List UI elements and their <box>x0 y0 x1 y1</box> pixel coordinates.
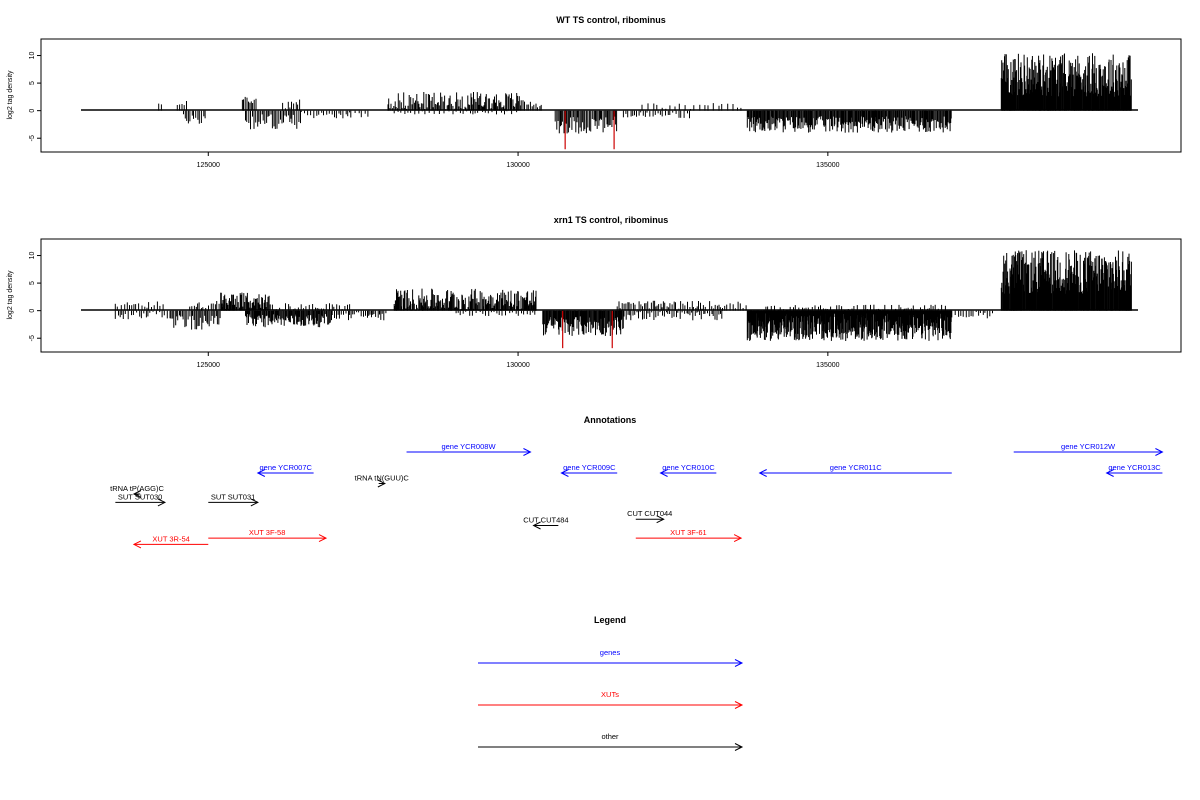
feature-trna-tp-agg-c: tRNA tP(AGG)C <box>110 484 164 498</box>
legend-entries: genes XUTs other <box>478 648 744 751</box>
y-axis: -5 0 5 10 <box>29 52 41 141</box>
y-tick-label: 10 <box>29 252 36 260</box>
feature-label: XUT 3F-58 <box>249 528 286 537</box>
legend-arrowhead <box>734 701 744 709</box>
feature-label: gene YCR013C <box>1108 463 1161 472</box>
feature-arrowhead <box>523 448 532 456</box>
y-tick-label: 10 <box>29 52 36 60</box>
feature-arrowhead <box>1155 448 1164 456</box>
x-tick-label: 130000 <box>506 362 529 369</box>
feature-gene-ycr012w: gene YCR012W <box>1013 442 1164 456</box>
legend-label: XUTs <box>601 690 619 699</box>
feature-arrowhead <box>250 498 259 507</box>
feature-arrowhead <box>256 469 266 477</box>
y-tick-label: -5 <box>29 135 36 141</box>
x-tick-label: 125000 <box>197 362 220 369</box>
feature-gene-ycr011c: gene YCR011C <box>758 463 952 477</box>
panel-xrn1: xrn1 TS control, ribominus log2 tag dens… <box>7 215 1182 369</box>
feature-gene-ycr008w: gene YCR008W <box>406 442 532 456</box>
feature-cut-cut484: CUT CUT484 <box>523 516 569 530</box>
feature-arrowhead <box>1105 469 1114 477</box>
y-tick-label: -5 <box>29 335 36 341</box>
y-axis-label: log2 tag density <box>7 270 14 320</box>
red-markers <box>562 310 613 349</box>
feature-label: tRNA tP(AGG)C <box>110 484 164 493</box>
legend-label: other <box>601 732 619 741</box>
feature-arrowhead <box>560 469 569 477</box>
coverage-bars <box>158 53 1132 134</box>
feature-label: gene YCR009C <box>563 463 616 472</box>
annotation-features: gene YCR007C gene YCR008W gene YCR009C gene… <box>110 442 1164 549</box>
feature-arrowhead <box>132 490 142 498</box>
feature-label: CUT CUT044 <box>627 509 672 518</box>
feature-label: SUT SUT030 <box>118 492 162 501</box>
x-tick-label: 135000 <box>816 162 839 169</box>
feature-arrowhead <box>132 540 142 549</box>
legend-entry-other: other <box>478 732 744 751</box>
y-axis: -5 0 5 10 <box>29 252 41 341</box>
x-axis: 125000 130000 135000 <box>197 152 840 169</box>
legend-entry-genes: genes <box>478 648 744 667</box>
feature-arrowhead <box>656 515 665 524</box>
y-tick-label: 5 <box>29 281 36 285</box>
legend-title: Legend <box>594 615 626 625</box>
y-tick-label: 5 <box>29 81 36 85</box>
feature-gene-ycr009c: gene YCR009C <box>560 463 618 477</box>
red-markers <box>564 110 615 150</box>
feature-label: XUT 3R-54 <box>152 534 189 543</box>
feature-trna-tn-guu-c: tRNA tN(GUU)C <box>355 474 410 488</box>
x-axis: 125000 130000 135000 <box>197 352 840 369</box>
feature-arrowhead <box>659 469 668 477</box>
annotations-title: Annotations <box>584 415 637 425</box>
y-tick-label: 0 <box>29 309 36 313</box>
feature-label: CUT CUT484 <box>523 516 568 525</box>
feature-gene-ycr010c: gene YCR010C <box>659 463 717 477</box>
y-axis-label: log2 tag density <box>7 70 14 120</box>
feature-label: gene YCR011C <box>830 463 882 472</box>
feature-label: SUT SUT031 <box>211 492 255 501</box>
feature-arrowhead <box>318 534 328 543</box>
panel-title: xrn1 TS control, ribominus <box>554 215 669 225</box>
panel-title: WT TS control, ribominus <box>556 15 666 25</box>
feature-label: tRNA tN(GUU)C <box>355 474 410 483</box>
feature-arrowhead <box>733 534 743 543</box>
feature-sut-sut031: SUT SUT031 <box>208 492 259 507</box>
feature-cut-cut044: CUT CUT044 <box>627 509 672 524</box>
feature-xut-3f-58: XUT 3F-58 <box>208 528 328 543</box>
feature-arrowhead <box>377 479 386 488</box>
feature-arrowhead <box>758 469 767 477</box>
legend-entry-xuts: XUTs <box>478 690 744 709</box>
legend-label: genes <box>600 648 621 657</box>
feature-label: gene YCR010C <box>662 463 715 472</box>
x-tick-label: 130000 <box>506 162 529 169</box>
legend-arrowhead <box>734 659 744 667</box>
feature-arrowhead <box>532 521 541 530</box>
legend: Legend genes XUTs other <box>478 615 744 751</box>
feature-label: gene YCR007C <box>260 463 313 472</box>
feature-arrowhead <box>157 498 167 507</box>
x-tick-label: 125000 <box>197 162 220 169</box>
coverage-bars <box>114 250 1132 341</box>
feature-label: gene YCR012W <box>1061 442 1116 451</box>
plot-frame <box>40 238 1182 353</box>
feature-label: XUT 3F-61 <box>670 528 707 537</box>
feature-label: gene YCR008W <box>441 442 496 451</box>
legend-arrowhead <box>734 743 744 751</box>
feature-gene-ycr007c: gene YCR007C <box>256 463 314 477</box>
feature-gene-ycr013c: gene YCR013C <box>1105 463 1163 477</box>
feature-sut-sut030: SUT SUT030 <box>115 492 167 507</box>
panel-wt: WT TS control, ribominus log2 tag densit… <box>7 15 1182 169</box>
plot-frame <box>40 38 1182 153</box>
feature-xut-3r-54: XUT 3R-54 <box>132 534 209 549</box>
y-tick-label: 0 <box>29 109 36 113</box>
x-tick-label: 135000 <box>816 362 839 369</box>
feature-xut-3f-61: XUT 3F-61 <box>635 528 743 543</box>
